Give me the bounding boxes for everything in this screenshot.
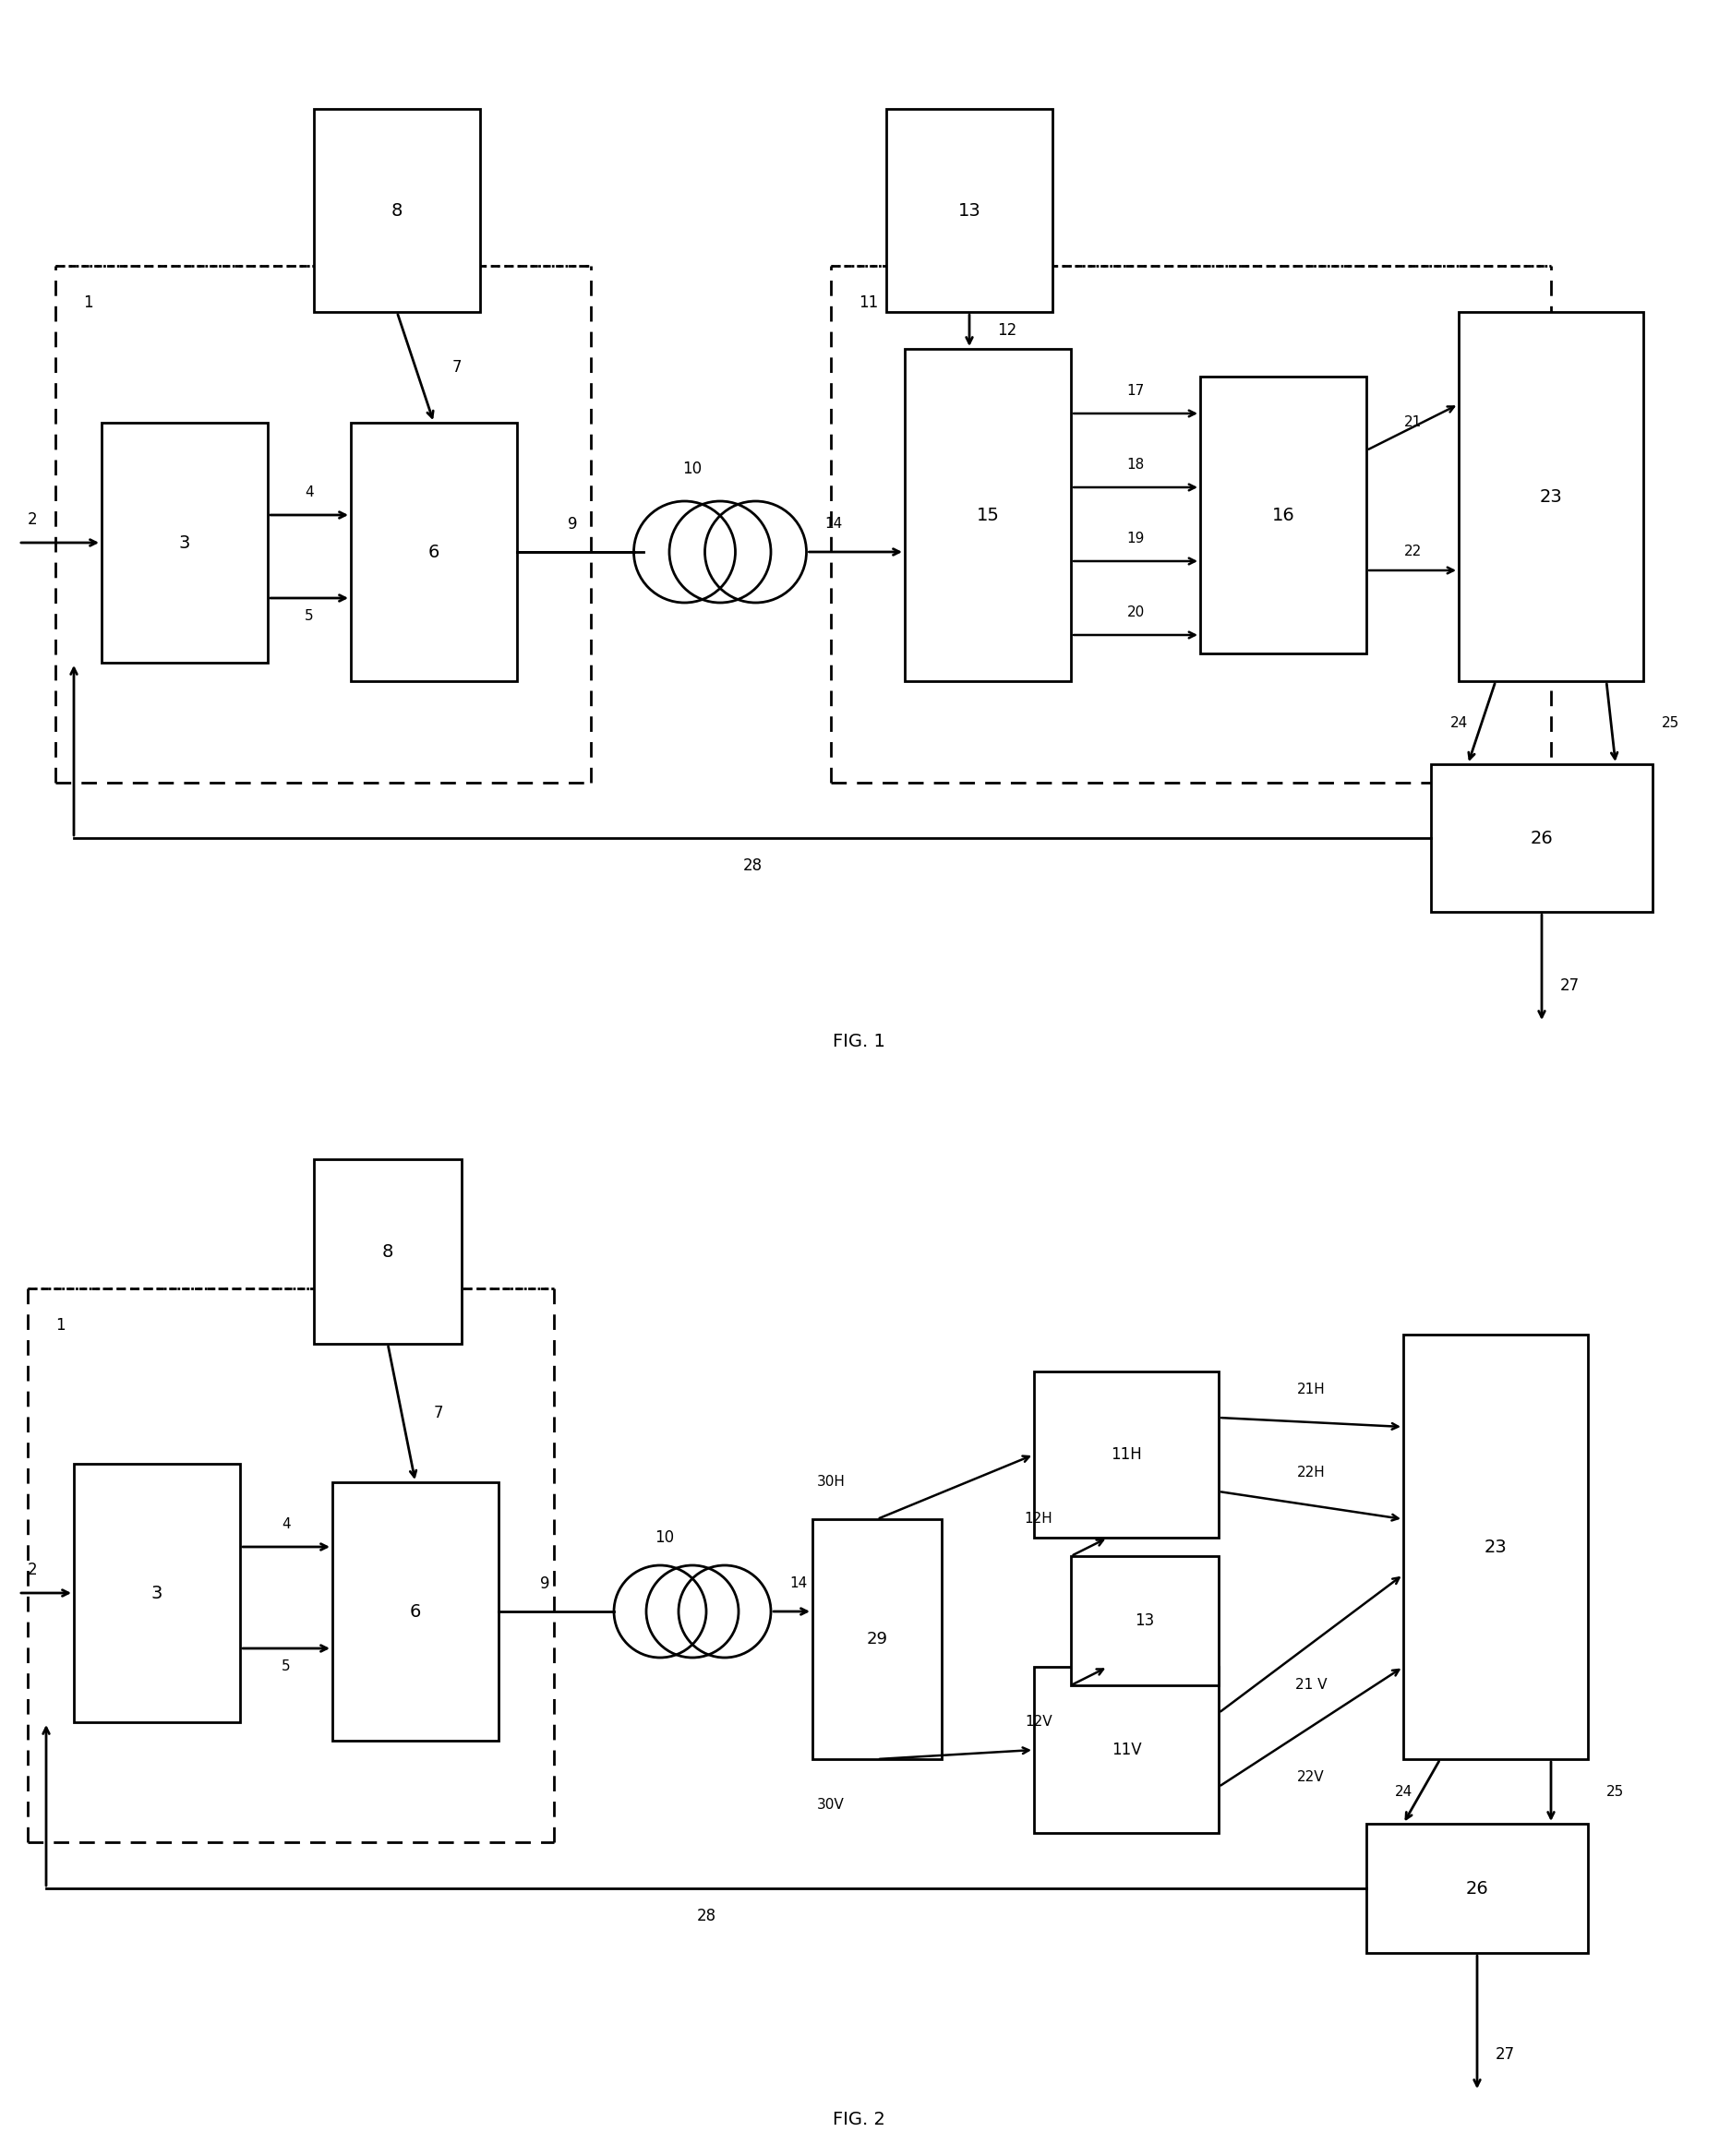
Text: 3: 3 — [151, 1585, 163, 1602]
Text: 27: 27 — [1496, 2046, 1514, 2063]
Bar — [1459, 313, 1643, 681]
Text: 2: 2 — [28, 1561, 38, 1578]
Text: 28: 28 — [743, 858, 762, 873]
Bar — [887, 110, 1052, 313]
Text: 8: 8 — [382, 1242, 394, 1261]
Text: 7: 7 — [433, 1406, 444, 1421]
Bar — [1430, 763, 1652, 912]
Text: 4: 4 — [304, 485, 313, 498]
Text: 5: 5 — [282, 1660, 291, 1673]
Bar — [1367, 1824, 1588, 1953]
Text: 10: 10 — [655, 1529, 674, 1546]
Text: 21H: 21H — [1296, 1382, 1325, 1397]
Text: 15: 15 — [976, 507, 999, 524]
Text: 2: 2 — [28, 511, 38, 528]
Text: 24: 24 — [1394, 1785, 1413, 1798]
Bar — [101, 423, 268, 662]
Text: 24: 24 — [1451, 716, 1468, 729]
Text: 10: 10 — [682, 461, 701, 476]
Text: 6: 6 — [409, 1602, 421, 1619]
Text: 20: 20 — [1126, 606, 1145, 619]
Text: 7: 7 — [452, 360, 462, 375]
Bar — [813, 1520, 942, 1759]
Text: 26: 26 — [1530, 830, 1554, 847]
Bar — [1200, 377, 1367, 653]
Text: 25: 25 — [1606, 1785, 1624, 1798]
Text: 21 V: 21 V — [1294, 1677, 1327, 1692]
Bar — [315, 110, 480, 313]
Text: 6: 6 — [428, 543, 440, 561]
Text: 19: 19 — [1126, 530, 1145, 545]
Text: 22H: 22H — [1296, 1466, 1325, 1479]
Text: 26: 26 — [1466, 1880, 1489, 1897]
Text: 29: 29 — [866, 1630, 887, 1647]
Text: 23: 23 — [1540, 487, 1563, 505]
Text: 13: 13 — [957, 203, 982, 220]
Bar — [904, 349, 1071, 681]
Text: 12: 12 — [997, 321, 1016, 338]
Bar — [1403, 1335, 1588, 1759]
Text: 18: 18 — [1126, 457, 1145, 472]
Bar — [74, 1464, 241, 1723]
Text: 28: 28 — [696, 1908, 717, 1925]
Text: 12H: 12H — [1025, 1511, 1052, 1526]
Text: 13: 13 — [1135, 1613, 1155, 1630]
Text: 30V: 30V — [817, 1798, 844, 1813]
Text: 1: 1 — [83, 295, 93, 310]
Text: 23: 23 — [1483, 1537, 1508, 1557]
Text: 14: 14 — [789, 1576, 808, 1591]
Text: 16: 16 — [1272, 507, 1294, 524]
Text: 9: 9 — [567, 515, 578, 533]
Text: 11V: 11V — [1110, 1742, 1141, 1757]
Text: 27: 27 — [1561, 977, 1580, 994]
Text: 11H: 11H — [1110, 1447, 1141, 1464]
Text: 8: 8 — [392, 203, 402, 220]
Text: 12V: 12V — [1025, 1716, 1052, 1729]
Bar — [1035, 1371, 1219, 1537]
Text: FIG. 1: FIG. 1 — [832, 1033, 885, 1050]
Text: 11: 11 — [858, 295, 878, 310]
Text: 22: 22 — [1404, 545, 1422, 558]
Text: 25: 25 — [1662, 716, 1679, 729]
Bar — [315, 1160, 462, 1343]
Bar — [1035, 1667, 1219, 1833]
Text: 5: 5 — [304, 610, 313, 623]
Text: 4: 4 — [282, 1518, 291, 1531]
Text: 9: 9 — [540, 1576, 550, 1591]
Bar — [332, 1483, 499, 1740]
Bar — [1071, 1557, 1219, 1686]
Text: 1: 1 — [55, 1317, 65, 1335]
Bar — [351, 423, 517, 681]
Text: 30H: 30H — [817, 1475, 846, 1490]
Text: 21: 21 — [1404, 416, 1422, 429]
Text: 3: 3 — [179, 535, 191, 552]
Text: 14: 14 — [825, 517, 842, 530]
Text: FIG. 2: FIG. 2 — [832, 2111, 885, 2128]
Text: 17: 17 — [1126, 384, 1145, 397]
Text: 22V: 22V — [1298, 1770, 1325, 1785]
